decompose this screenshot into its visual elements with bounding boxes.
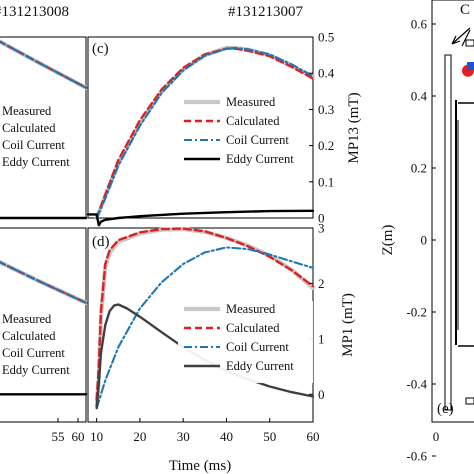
panel-label-d: (d) (92, 234, 110, 250)
x-tick-label: 40 (220, 429, 233, 444)
legend-left-top: Measured Calculated Coil Current Eddy Curre… (2, 104, 70, 169)
series-line-coil-current (0, 261, 88, 304)
legend-entry-eddy-current: Eddy Current (226, 359, 294, 373)
legend-entry-coil-current: Coil Current (2, 346, 65, 360)
shot-number-right: #131213007 (228, 4, 304, 20)
legend-entry-coil-current: Coil Current (2, 138, 65, 152)
axes-frame (87, 36, 314, 219)
legend-entry-measured: Measured (226, 302, 276, 316)
x-axis-label-d: Time (ms) (169, 458, 231, 474)
y-axis-label-d: MP1 (mT) (340, 293, 356, 357)
coil-box-icon (465, 39, 474, 47)
panel-d-plot: 0 1 2 3 10 20 30 40 50 60 Measured Calculated Coil … (87, 221, 356, 474)
legend-background (178, 301, 313, 383)
legend-c: Measured Calculated Coil Current Eddy Curre… (184, 95, 294, 166)
y-tick-label: 0 (318, 211, 325, 226)
legend-left-bottom: Measured Calculated Coil Current Eddy Curre… (2, 312, 70, 377)
x-tick-label: 10 (90, 429, 103, 444)
series-line-coil-current (95, 46, 315, 220)
legend-entry-measured: Measured (2, 312, 52, 326)
panel-e-plot: -0.6-0.4-0.200.20.40.60 Z(m) (e) C (380, 0, 474, 464)
series-line-calculated (95, 47, 315, 220)
legend-entry-eddy-current: Eddy Current (226, 152, 294, 166)
y-axis-label-c: MP13 (mT) (346, 92, 362, 163)
y-axis-label-e: Z(m) (380, 225, 396, 256)
axes-frame (431, 0, 474, 423)
x-tick-label: 55 (52, 429, 65, 444)
y-tick-label: 0.4 (411, 89, 428, 104)
annotation-c: C (460, 2, 470, 18)
series-line-eddy-current (86, 209, 315, 227)
legend-entry-calculated: Calculated (226, 114, 280, 128)
y-tick-label: 0 (318, 387, 325, 402)
legend-entry-eddy-current: Eddy Current (2, 155, 70, 169)
series-line-coil-current (0, 40, 88, 89)
x-tick-label: 20 (133, 429, 146, 444)
y-tick-label: -0.2 (406, 305, 427, 320)
legend-entry-calculated: Calculated (2, 329, 56, 343)
y-tick-label: 0.1 (318, 174, 334, 189)
x-tick-label: 30 (177, 429, 190, 444)
y-tick-label: 0.2 (318, 138, 334, 153)
panel-label-c: (c) (92, 41, 109, 57)
x-tick-label: 0 (433, 429, 440, 444)
axes-frame (0, 227, 87, 423)
x-tick-label: 60 (307, 429, 320, 444)
y-tick-label: -0.4 (406, 377, 427, 392)
y-tick-label: 0.5 (318, 30, 334, 45)
y-tick-label: 0.3 (318, 102, 334, 117)
y-tick-label: 0 (421, 233, 428, 248)
y-tick-label: -0.6 (406, 449, 427, 464)
coil-box-icon (465, 397, 474, 405)
legend-entry-eddy-current: Eddy Current (2, 363, 70, 377)
legend-entry-measured: Measured (226, 95, 276, 109)
inner-wall (444, 54, 452, 411)
sensor-marker (467, 62, 474, 70)
series-line-coil-current (95, 246, 315, 410)
arrow-icon (461, 29, 471, 47)
panel-left-top-plot: Measured Calculated Coil Current Eddy Curre… (0, 36, 89, 220)
shot-number-left: #131213008 (0, 4, 69, 20)
legend-entry-calculated: Calculated (2, 121, 56, 135)
y-tick-label: 0.2 (411, 161, 427, 176)
y-tick-label: 2 (318, 276, 325, 291)
y-tick-label: 1 (318, 331, 325, 346)
panel-c-plot: 0 0.1 0.2 0.3 0.4 0.5 Measured Calculated Coil … (86, 30, 362, 227)
y-tick-label: 3 (318, 221, 325, 236)
device-cross-section (444, 27, 474, 411)
arrow-icon (451, 27, 471, 45)
legend-entry-coil-current: Coil Current (226, 133, 289, 147)
legend-entry-measured: Measured (2, 104, 52, 118)
legend-d: Measured Calculated Coil Current Eddy Curre… (178, 301, 313, 383)
legend-entry-calculated: Calculated (226, 321, 280, 335)
x-tick-label: 60 (72, 429, 85, 444)
panel-left-bottom-plot: 55 60 Measured Calculated Coil Current Eddy … (0, 227, 89, 444)
legend-entry-coil-current: Coil Current (226, 340, 289, 354)
y-tick-label: 0.6 (411, 17, 428, 32)
series-line-calculated (95, 227, 315, 401)
y-tick-label: 0.4 (318, 66, 335, 81)
x-tick-label: 50 (263, 429, 276, 444)
